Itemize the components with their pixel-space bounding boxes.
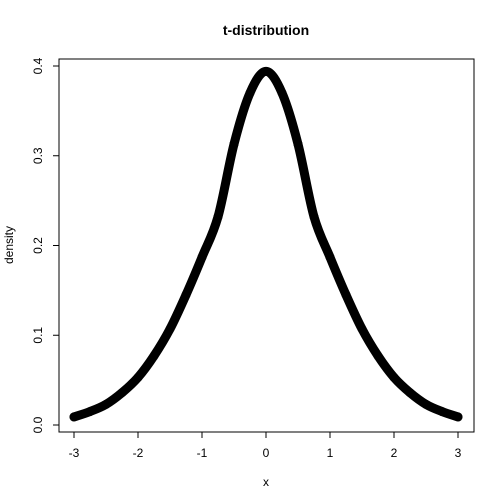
data-point <box>149 351 159 361</box>
data-point <box>453 412 463 422</box>
data-point <box>133 372 143 382</box>
data-point <box>357 324 367 334</box>
x-tick-label: 1 <box>327 446 334 460</box>
data-point <box>213 212 223 222</box>
y-tick-label: 0.4 <box>31 57 45 74</box>
chart-title: t-distribution <box>223 22 309 38</box>
y-tick-label: 0.1 <box>31 327 45 344</box>
data-point <box>325 252 335 262</box>
data-point <box>293 139 303 149</box>
data-point <box>389 372 399 382</box>
x-tick-label: 0 <box>263 446 270 460</box>
x-tick-label: -1 <box>197 446 208 460</box>
data-point <box>437 407 447 417</box>
data-point <box>277 88 287 98</box>
data-point <box>229 139 239 149</box>
data-point <box>69 412 79 422</box>
data-point <box>405 388 415 398</box>
y-tick-label: 0.2 <box>31 237 45 254</box>
data-point <box>85 407 95 417</box>
data-point <box>309 212 319 222</box>
x-tick-label: -2 <box>133 446 144 460</box>
data-point <box>373 351 383 361</box>
plot-frame <box>58 58 475 433</box>
y-axis: 0.0 0.1 0.2 0.3 0.4 <box>31 57 60 433</box>
y-tick-label: 0.0 <box>31 416 45 433</box>
x-axis-label: x <box>263 475 269 489</box>
x-axis: -3 -2 -1 0 1 2 3 <box>69 431 462 460</box>
density-series <box>69 66 463 422</box>
x-tick-label: 2 <box>391 446 398 460</box>
data-point <box>341 290 351 300</box>
data-point <box>197 252 207 262</box>
y-axis-label: density <box>2 226 16 264</box>
data-point <box>261 66 271 76</box>
x-tick-label: 3 <box>455 446 462 460</box>
x-tick-label: -3 <box>69 446 80 460</box>
data-point <box>245 88 255 98</box>
data-point <box>101 399 111 409</box>
data-point <box>165 324 175 334</box>
data-point <box>181 290 191 300</box>
density-curve <box>69 66 463 422</box>
data-point <box>117 388 127 398</box>
y-tick-label: 0.3 <box>31 147 45 164</box>
data-point <box>421 399 431 409</box>
